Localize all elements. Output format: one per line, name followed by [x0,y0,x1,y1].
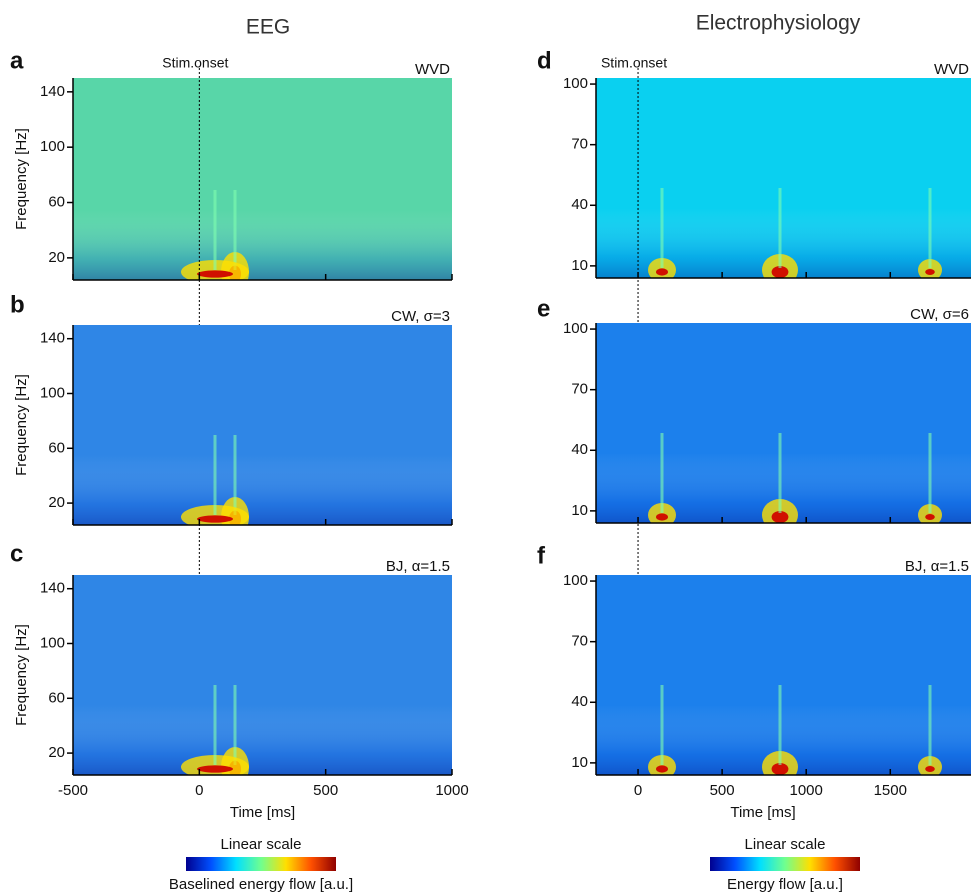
y-tick-label: 100 [40,634,65,651]
y-axis-label: Frequency [Hz] [13,374,30,476]
heatmap-texture [197,765,233,773]
x-tick-label: 0 [195,782,203,799]
y-tick-label: 10 [571,257,588,274]
panel-letter: a [10,47,24,74]
colorbar-label: Energy flow [a.u.] [727,876,843,893]
heatmap-texture [918,756,942,775]
y-tick-label: 20 [48,249,65,266]
column-title: Electrophysiology [696,12,861,35]
y-tick-label: 70 [571,381,588,398]
y-tick-label: 100 [40,138,65,155]
y-tick-label: 10 [571,502,588,519]
panel-letter: e [537,295,550,322]
heatmap [73,78,452,280]
heatmap-texture [197,515,233,523]
x-axis-label: Time [ms] [730,804,795,821]
heatmap [596,575,971,775]
y-tick-label: 100 [40,384,65,401]
heatmap-texture [918,259,942,278]
heatmap [73,575,452,775]
y-tick-label: 40 [571,196,588,213]
heatmap-texture [925,269,935,275]
x-tick-label: 1000 [790,782,823,799]
y-tick-label: 10 [571,754,588,771]
heatmap-texture [73,705,452,775]
y-tick-label: 20 [48,744,65,761]
panel-letter: f [537,542,546,569]
y-tick-label: 40 [571,693,588,710]
y-tick-label: 60 [48,439,65,456]
x-tick-label: 1500 [874,782,907,799]
heatmap [596,323,971,523]
y-tick-label: 140 [40,580,65,597]
heatmap-texture [73,210,452,280]
panel-letter: d [537,47,552,74]
y-tick-label: 100 [563,75,588,92]
x-axis-label: Time [ms] [230,804,295,821]
y-axis-label: Frequency [Hz] [13,128,30,230]
panel-letter: c [10,540,23,567]
heatmap-texture [656,765,668,773]
heatmap-texture [918,504,942,523]
y-tick-label: 40 [571,441,588,458]
annotation: CW, σ=3 [391,308,450,325]
heatmap [596,78,971,278]
x-tick-label: 500 [313,782,338,799]
annotation: WVD [415,61,450,78]
colorbar-label: Baselined energy flow [a.u.] [169,876,353,893]
x-tick-label: 1000 [435,782,468,799]
y-tick-label: 20 [48,494,65,511]
y-tick-label: 140 [40,330,65,347]
annotation: BJ, α=1.5 [905,558,969,575]
colorbar [186,857,336,871]
heatmap-texture [648,755,676,775]
onset-label: Stim.onset [162,55,228,71]
annotation: BJ, α=1.5 [386,558,450,575]
x-tick-label: 500 [710,782,735,799]
y-axis-label: Frequency [Hz] [13,624,30,726]
heatmap-texture [648,503,676,523]
colorbar-scale: Linear scale [745,836,826,853]
y-tick-label: 70 [571,136,588,153]
heatmap-texture [656,268,668,276]
colorbar-scale: Linear scale [221,836,302,853]
heatmap-texture [73,455,452,525]
y-tick-label: 140 [40,83,65,100]
heatmap-texture [771,511,789,523]
heatmap-texture [197,270,233,278]
colorbar [710,857,860,871]
y-tick-label: 60 [48,689,65,706]
y-tick-label: 100 [563,572,588,589]
y-tick-label: 100 [563,320,588,337]
panel-letter: b [10,291,25,318]
annotation: WVD [934,61,969,78]
onset-label: Stim.onset [601,55,667,71]
heatmap [73,325,452,525]
heatmap-texture [771,763,789,775]
heatmap-texture [771,266,789,278]
x-tick-label: -500 [58,782,88,799]
heatmap-texture [656,513,668,521]
y-tick-label: 70 [571,633,588,650]
heatmap-texture [925,766,935,772]
column-title: EEG [246,16,290,39]
annotation: CW, σ=6 [910,306,969,323]
x-tick-label: 0 [634,782,642,799]
heatmap-texture [648,258,676,278]
y-tick-label: 60 [48,193,65,210]
heatmap-texture [925,514,935,520]
